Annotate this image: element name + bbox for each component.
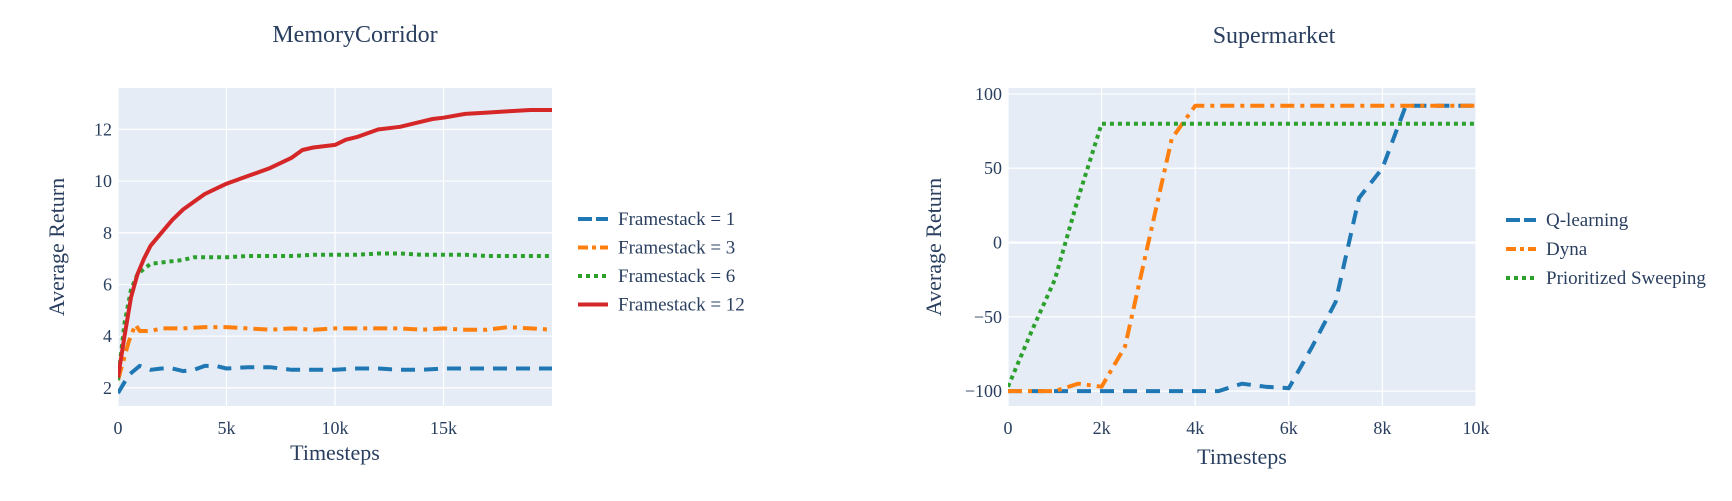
y-tick-label: 2 bbox=[103, 378, 112, 398]
legend-label: Framestack = 3 bbox=[618, 238, 735, 259]
legend-label: Framestack = 1 bbox=[618, 209, 735, 230]
legend-label: Q-learning bbox=[1546, 210, 1629, 231]
x-tick-label: 5k bbox=[218, 418, 236, 438]
y-tick-label: 12 bbox=[94, 119, 112, 139]
legend-item[interactable]: Q-learning bbox=[1506, 210, 1629, 231]
x-tick-label: 4k bbox=[1186, 418, 1204, 438]
x-tick-label: 10k bbox=[1463, 418, 1490, 438]
chart-title: Supermarket bbox=[1213, 23, 1336, 49]
x-tick-label: 10k bbox=[322, 418, 349, 438]
series-line-0 bbox=[118, 363, 552, 395]
legend-item[interactable]: Framestack = 6 bbox=[578, 266, 735, 287]
x-axis-title: Timesteps bbox=[290, 440, 380, 465]
x-axis-title: Timesteps bbox=[1197, 444, 1287, 469]
y-tick-label: −100 bbox=[965, 381, 1002, 401]
legend-label: Framestack = 12 bbox=[618, 295, 745, 316]
series-line-3 bbox=[118, 108, 552, 378]
x-tick-label: 0 bbox=[114, 418, 123, 438]
legend-item[interactable]: Framestack = 12 bbox=[578, 295, 745, 316]
legend-label: Prioritized Sweeping bbox=[1546, 268, 1706, 289]
chart-0: 0 5k 10k 15k 2 4 6 8 10 12 MemoryCorridor Timesteps… bbox=[44, 22, 745, 465]
y-axis-title: Average Return bbox=[921, 178, 946, 316]
y-tick-label: 4 bbox=[103, 326, 112, 346]
legend[interactable]: Framestack = 1 Framestack = 3 Framestack =… bbox=[578, 209, 745, 316]
x-tick-label: 8k bbox=[1373, 418, 1391, 438]
legend-item[interactable]: Dyna bbox=[1506, 239, 1588, 260]
y-axis-title: Average Return bbox=[44, 178, 69, 316]
series-line-1 bbox=[118, 322, 552, 381]
x-tick-label: 6k bbox=[1280, 418, 1298, 438]
y-tick-label: 6 bbox=[103, 274, 112, 294]
y-tick-label: 100 bbox=[975, 84, 1002, 104]
legend-item[interactable]: Framestack = 1 bbox=[578, 209, 735, 230]
legend-item[interactable]: Prioritized Sweeping bbox=[1506, 268, 1706, 289]
y-tick-label: 0 bbox=[993, 233, 1002, 253]
y-tick-label: 8 bbox=[103, 223, 112, 243]
x-tick-label: 0 bbox=[1004, 418, 1013, 438]
legend[interactable]: Q-learning Dyna Prioritized Sweeping bbox=[1506, 210, 1706, 289]
legend-label: Dyna bbox=[1546, 239, 1588, 260]
chart-title: MemoryCorridor bbox=[272, 22, 437, 48]
legend-item[interactable]: Framestack = 3 bbox=[578, 238, 735, 259]
y-tick-label: 10 bbox=[94, 171, 112, 191]
legend-label: Framestack = 6 bbox=[618, 266, 735, 287]
plot-area bbox=[1008, 88, 1476, 406]
series-line-2 bbox=[1008, 121, 1476, 388]
y-tick-label: −50 bbox=[974, 307, 1002, 327]
x-tick-label: 2k bbox=[1093, 418, 1111, 438]
chart-1: 0 2k 4k 6k 8k 10k −100 −50 0 50 100 Supermarket Time… bbox=[921, 23, 1706, 469]
y-tick-label: 50 bbox=[984, 158, 1002, 178]
x-tick-label: 15k bbox=[430, 418, 457, 438]
